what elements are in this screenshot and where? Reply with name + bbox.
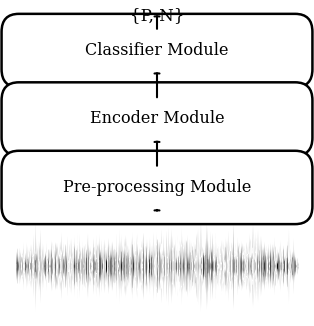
FancyBboxPatch shape bbox=[2, 82, 312, 156]
Text: {P, N}: {P, N} bbox=[130, 7, 184, 24]
Text: Encoder Module: Encoder Module bbox=[90, 111, 224, 127]
Text: Classifier Module: Classifier Module bbox=[85, 42, 229, 59]
FancyBboxPatch shape bbox=[2, 151, 312, 224]
Text: Pre-processing Module: Pre-processing Module bbox=[63, 179, 251, 196]
FancyBboxPatch shape bbox=[2, 14, 312, 87]
